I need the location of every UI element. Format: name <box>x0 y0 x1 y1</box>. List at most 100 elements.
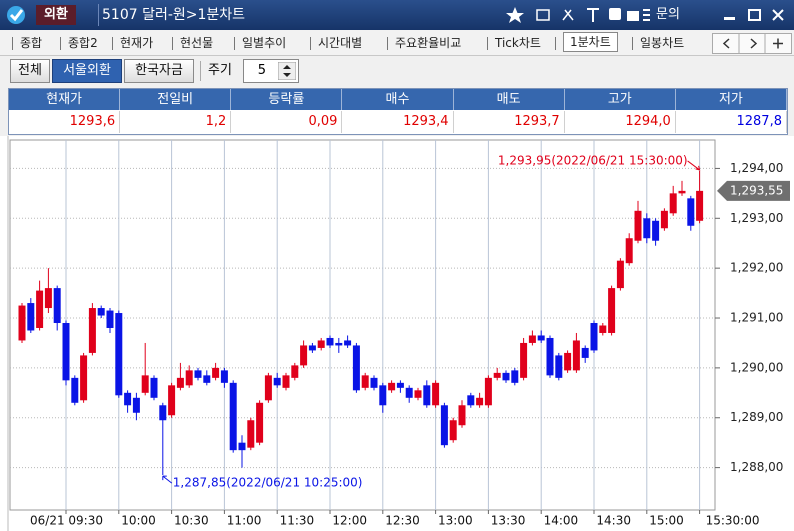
tab[interactable]: 일별추이 <box>242 36 287 50</box>
window-controls[interactable] <box>720 5 790 25</box>
divider <box>98 4 99 26</box>
y-tick-label: 1,290,00 <box>730 360 783 374</box>
tab[interactable]: 종합2 <box>68 36 98 50</box>
tab-separator <box>112 37 113 50</box>
tab[interactable]: 종합 <box>20 36 43 50</box>
market-button[interactable]: 전체 <box>10 59 50 83</box>
candle-body <box>203 375 211 383</box>
candle-body <box>176 377 184 388</box>
candle-body <box>520 342 528 378</box>
candle-body <box>608 288 616 333</box>
tab[interactable]: 현선물 <box>180 36 214 50</box>
candle-body <box>124 392 132 406</box>
candle-body <box>564 352 572 371</box>
x-tick-label: 12:00 <box>332 514 367 528</box>
candle-body <box>537 335 545 341</box>
tab-scroll-icons <box>722 34 783 53</box>
quote-header: 저가 <box>675 89 787 110</box>
quote-header: 고가 <box>564 89 676 110</box>
tab[interactable]: 주요환율비교 <box>395 36 462 50</box>
candle-body <box>388 382 396 391</box>
candle-body <box>150 377 158 398</box>
y-tick-label: 1,291,00 <box>730 311 783 325</box>
candle-body <box>141 375 149 393</box>
candle-body <box>432 382 440 406</box>
tab[interactable]: Tick차트 <box>495 36 541 50</box>
candle-body <box>62 323 70 381</box>
quote-value: 1293,6 <box>9 111 121 133</box>
x-tick-label: 10:30 <box>174 514 209 528</box>
tab[interactable]: 일봉차트 <box>640 36 685 50</box>
candle-body <box>528 335 536 343</box>
tab-separator <box>310 37 311 50</box>
x-tick-label: 14:00 <box>544 514 579 528</box>
x-tick-label: 11:30 <box>280 514 315 528</box>
tab-separator <box>387 37 388 50</box>
market-button[interactable]: 서울외환 <box>52 59 122 83</box>
divider <box>200 61 201 81</box>
quote-header: 등락률 <box>231 89 343 110</box>
quote-value: 1294,0 <box>565 111 676 133</box>
candle-body <box>449 420 457 441</box>
x-tick-label: 11:00 <box>227 514 262 528</box>
period-spinner[interactable]: 5 <box>243 59 299 83</box>
candle-body <box>317 340 325 348</box>
y-tick-label: 1,293,00 <box>730 211 783 225</box>
candle-body <box>405 387 413 398</box>
tab-separator <box>632 37 633 50</box>
candle-body <box>80 355 88 401</box>
candle-body <box>511 370 519 383</box>
candle-body <box>44 288 52 309</box>
tab-separator <box>172 37 173 50</box>
candle-body <box>502 372 510 381</box>
toolbar: 주기 5 전체 서울외환 한국자금 <box>0 56 794 86</box>
candle-body <box>159 405 167 421</box>
candle-body <box>370 377 378 388</box>
quote-header: 매수 <box>342 89 454 110</box>
candle-body <box>396 382 404 388</box>
x-tick-label: 13:00 <box>438 514 473 528</box>
candle-body <box>423 385 431 406</box>
candle-body <box>484 377 492 406</box>
tab[interactable]: 현재가 <box>120 36 154 50</box>
quote-value: 1293,4 <box>342 111 454 133</box>
annotation: 1,293,95(2022/06/21 15:30:00) <box>498 153 688 167</box>
market-tab[interactable]: 외환 <box>36 5 76 25</box>
candle-body <box>308 345 316 351</box>
candle-body <box>599 325 607 333</box>
market-button[interactable]: 한국자금 <box>124 59 194 83</box>
x-tick-label: 13:30 <box>491 514 526 528</box>
period-label: 주기 <box>208 63 232 78</box>
current-price-label: 1,293,55 <box>730 183 783 197</box>
tab-scroll[interactable] <box>712 33 792 54</box>
candle-body <box>106 310 114 328</box>
tab-separator <box>555 37 556 50</box>
quote-value: 1293,7 <box>454 111 565 133</box>
candle-body <box>273 377 281 386</box>
tab-separator <box>60 37 61 50</box>
candle-body <box>185 370 193 386</box>
candle-body <box>590 323 598 351</box>
candle-body <box>669 193 677 214</box>
period-value: 5 <box>257 63 266 78</box>
candle-body <box>440 405 448 446</box>
candle-body <box>352 345 360 391</box>
tab-separator <box>12 37 13 50</box>
inquiry-button[interactable]: 문의 <box>656 7 680 22</box>
quote-table: 현재가 1293,6 전일비 1,2 등락률 0,09 매수 1293,4 매도 1293,7 고가… <box>8 88 788 135</box>
candle-body <box>634 210 642 241</box>
candle-body <box>361 375 369 388</box>
tab-separator <box>234 37 235 50</box>
candle-body <box>572 340 580 371</box>
candle-body <box>291 365 299 378</box>
candle-body <box>326 337 334 346</box>
quote-value: 1287,8 <box>676 111 787 133</box>
x-tick-label: 15:30:00 <box>706 514 760 528</box>
candle-body <box>264 375 272 401</box>
tab[interactable]: 시간대별 <box>318 36 363 50</box>
toolbar-icons[interactable] <box>505 5 650 25</box>
candle-body <box>71 377 79 403</box>
candle-body <box>18 305 26 341</box>
tab[interactable]: 1분차트 <box>563 32 618 52</box>
